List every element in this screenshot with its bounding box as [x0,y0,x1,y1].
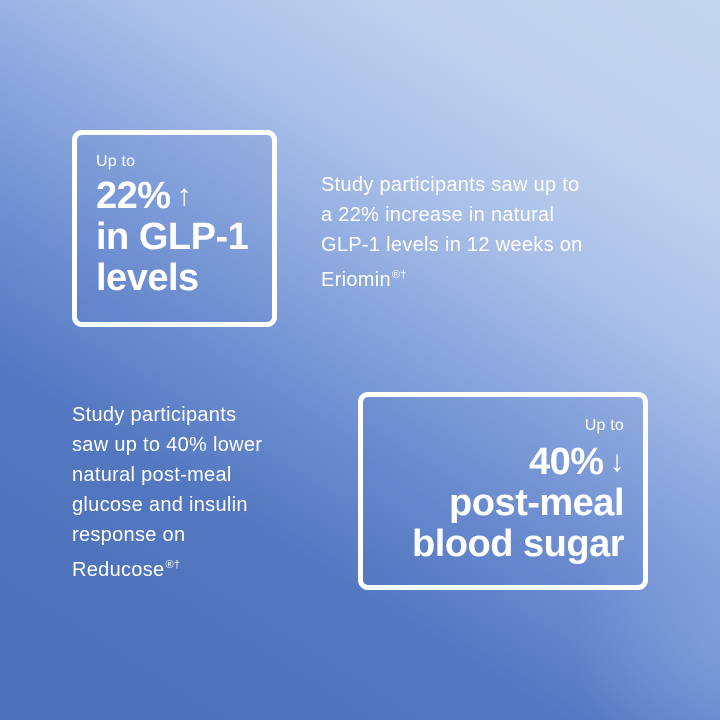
stat-headline: 22% ↑ in GLP-1 levels [96,175,249,299]
trademark-marks: ®† [391,269,407,281]
description-line: saw up to 40% lower [72,434,263,456]
description-line-product: Reducose®† [72,550,332,585]
description-line: Study participants [72,404,237,426]
stat-headline-line: levels [96,257,199,299]
stat-value: 40% [528,441,604,483]
description-line: glucose and insulin [72,494,248,516]
description-line: response on [72,524,186,546]
stat-value: 22% [96,175,171,217]
stat-box-glp1: Up to 22% ↑ in GLP-1 levels [72,130,277,327]
stat-headline-line: post-meal [449,482,624,524]
trademark-marks: ®† [165,559,181,571]
arrow-up-icon: ↑ [176,179,192,212]
stat-kicker: Up to [96,153,136,170]
description-line-product: Eriomin®† [321,260,661,295]
description-line: Study participants saw up to [321,174,580,196]
description-line: a 22% increase in natural [321,204,555,226]
stat-kicker: Up to [584,417,624,434]
stat-headline-line: in GLP-1 [96,216,249,258]
stat-headline-line: blood sugar [412,523,624,565]
product-name: Reducose [72,559,165,581]
description-glp1: Study participants saw up to a 22% incre… [321,170,661,295]
stat-box-blood-sugar: Up to 40% ↓ post-meal blood sugar [358,392,648,590]
product-name: Eriomin [321,269,391,291]
stat-headline: 40% ↓ post-meal blood sugar [412,441,624,565]
description-line: GLP-1 levels in 12 weeks on [321,234,583,256]
description-line: natural post-meal [72,464,232,486]
description-glucose: Study participants saw up to 40% lower n… [72,400,332,585]
arrow-down-icon: ↓ [609,445,625,478]
stat-value-line: 22% ↑ [96,175,248,217]
stat-value-line: 40% ↓ [412,441,625,483]
